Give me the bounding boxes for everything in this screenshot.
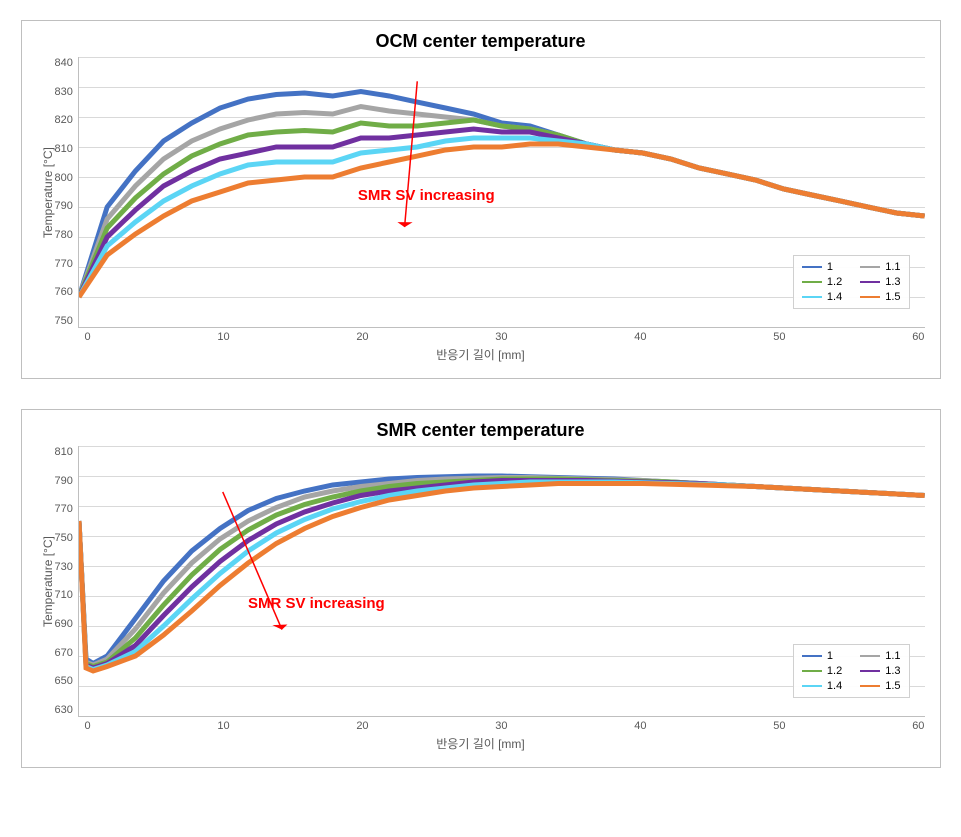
legend-swatch [802, 296, 822, 298]
x-tick: 10 [217, 720, 229, 732]
x-tick: 30 [495, 720, 507, 732]
legend-item: 1.1 [860, 650, 900, 662]
smr-chart: SMR center temperature Temperature [°C]81… [21, 409, 941, 768]
y-tick: 770 [55, 503, 73, 515]
legend-item: 1.3 [860, 276, 900, 288]
legend-swatch [802, 685, 822, 687]
legend-label: 1.2 [827, 276, 842, 288]
legend-item: 1.4 [802, 291, 842, 303]
legend-item: 1.4 [802, 680, 842, 692]
legend-label: 1.4 [827, 291, 842, 303]
y-tick: 790 [55, 200, 73, 212]
y-tick: 800 [55, 172, 73, 184]
y-tick: 810 [55, 446, 73, 458]
legend-label: 1 [827, 261, 833, 273]
legend-label: 1.4 [827, 680, 842, 692]
plot-area: SMR SV increasing 1 1.1 1.2 1.3 1.4 1.5 [78, 57, 925, 328]
annotation-arrow-head [397, 222, 412, 227]
x-tick: 50 [773, 331, 785, 343]
legend-swatch [802, 266, 822, 268]
legend-label: 1.3 [885, 276, 900, 288]
legend-label: 1.3 [885, 665, 900, 677]
y-tick: 690 [55, 618, 73, 630]
x-tick: 60 [912, 720, 924, 732]
y-tick: 810 [55, 143, 73, 155]
x-axis-label: 반응기 길이 [mm] [37, 346, 925, 363]
x-tick: 0 [85, 720, 91, 732]
x-tick: 10 [217, 331, 229, 343]
chart-title: SMR center temperature [37, 420, 925, 441]
y-tick: 790 [55, 475, 73, 487]
y-tick: 840 [55, 57, 73, 69]
legend-swatch [860, 296, 880, 298]
x-tick: 50 [773, 720, 785, 732]
y-tick: 760 [55, 286, 73, 298]
x-axis-ticks: 0 10 20 30 40 50 60 [85, 331, 925, 343]
legend-label: 1.5 [885, 291, 900, 303]
y-tick: 750 [55, 315, 73, 327]
ocm-chart: OCM center temperature Temperature [°C]84… [21, 20, 941, 379]
annotation-text: SMR SV increasing [248, 595, 385, 612]
y-axis-label: Temperature [°C] [37, 57, 55, 328]
y-tick: 630 [55, 704, 73, 716]
y-tick: 650 [55, 675, 73, 687]
series-line [79, 481, 925, 668]
chart-body: Temperature [°C]840 830 820 810 800 790 780 770… [37, 57, 925, 328]
y-axis-ticks: 810 790 770 750 730 710 690 670 650 630 [55, 446, 78, 716]
y-tick: 670 [55, 647, 73, 659]
legend-swatch [860, 281, 880, 283]
legend: 1 1.1 1.2 1.3 1.4 1.5 [793, 644, 910, 698]
legend-label: 1.1 [885, 261, 900, 273]
y-axis-ticks: 840 830 820 810 800 790 780 770 760 750 [55, 57, 78, 327]
legend-item: 1.2 [802, 665, 842, 677]
legend-label: 1.5 [885, 680, 900, 692]
legend-swatch [860, 685, 880, 687]
y-tick: 830 [55, 86, 73, 98]
legend-label: 1 [827, 650, 833, 662]
y-tick: 730 [55, 561, 73, 573]
legend-item: 1 [802, 261, 842, 273]
x-tick: 40 [634, 331, 646, 343]
legend-swatch [860, 655, 880, 657]
legend-item: 1.1 [860, 261, 900, 273]
x-tick: 20 [356, 331, 368, 343]
legend-item: 1.5 [860, 680, 900, 692]
x-tick: 40 [634, 720, 646, 732]
legend-swatch [802, 281, 822, 283]
y-tick: 820 [55, 114, 73, 126]
y-tick: 780 [55, 229, 73, 241]
legend-swatch [802, 670, 822, 672]
legend-swatch [860, 670, 880, 672]
x-tick: 60 [912, 331, 924, 343]
annotation-arrow-head [272, 624, 287, 629]
legend-item: 1.3 [860, 665, 900, 677]
chart-title: OCM center temperature [37, 31, 925, 52]
legend-item: 1 [802, 650, 842, 662]
y-tick: 770 [55, 258, 73, 270]
x-axis-ticks: 0 10 20 30 40 50 60 [85, 720, 925, 732]
legend-swatch [802, 655, 822, 657]
series-line [79, 476, 925, 664]
x-tick: 20 [356, 720, 368, 732]
y-axis-label: Temperature [°C] [37, 446, 55, 717]
legend-label: 1.1 [885, 650, 900, 662]
x-axis-label: 반응기 길이 [mm] [37, 735, 925, 752]
annotation-text: SMR SV increasing [358, 187, 495, 204]
y-tick: 750 [55, 532, 73, 544]
legend-label: 1.2 [827, 665, 842, 677]
legend-item: 1.5 [860, 291, 900, 303]
legend: 1 1.1 1.2 1.3 1.4 1.5 [793, 255, 910, 309]
legend-swatch [860, 266, 880, 268]
plot-area: SMR SV increasing 1 1.1 1.2 1.3 1.4 1.5 [78, 446, 925, 717]
x-tick: 30 [495, 331, 507, 343]
x-tick: 0 [85, 331, 91, 343]
chart-body: Temperature [°C]810 790 770 750 730 710 690 670… [37, 446, 925, 717]
y-tick: 710 [55, 589, 73, 601]
legend-item: 1.2 [802, 276, 842, 288]
